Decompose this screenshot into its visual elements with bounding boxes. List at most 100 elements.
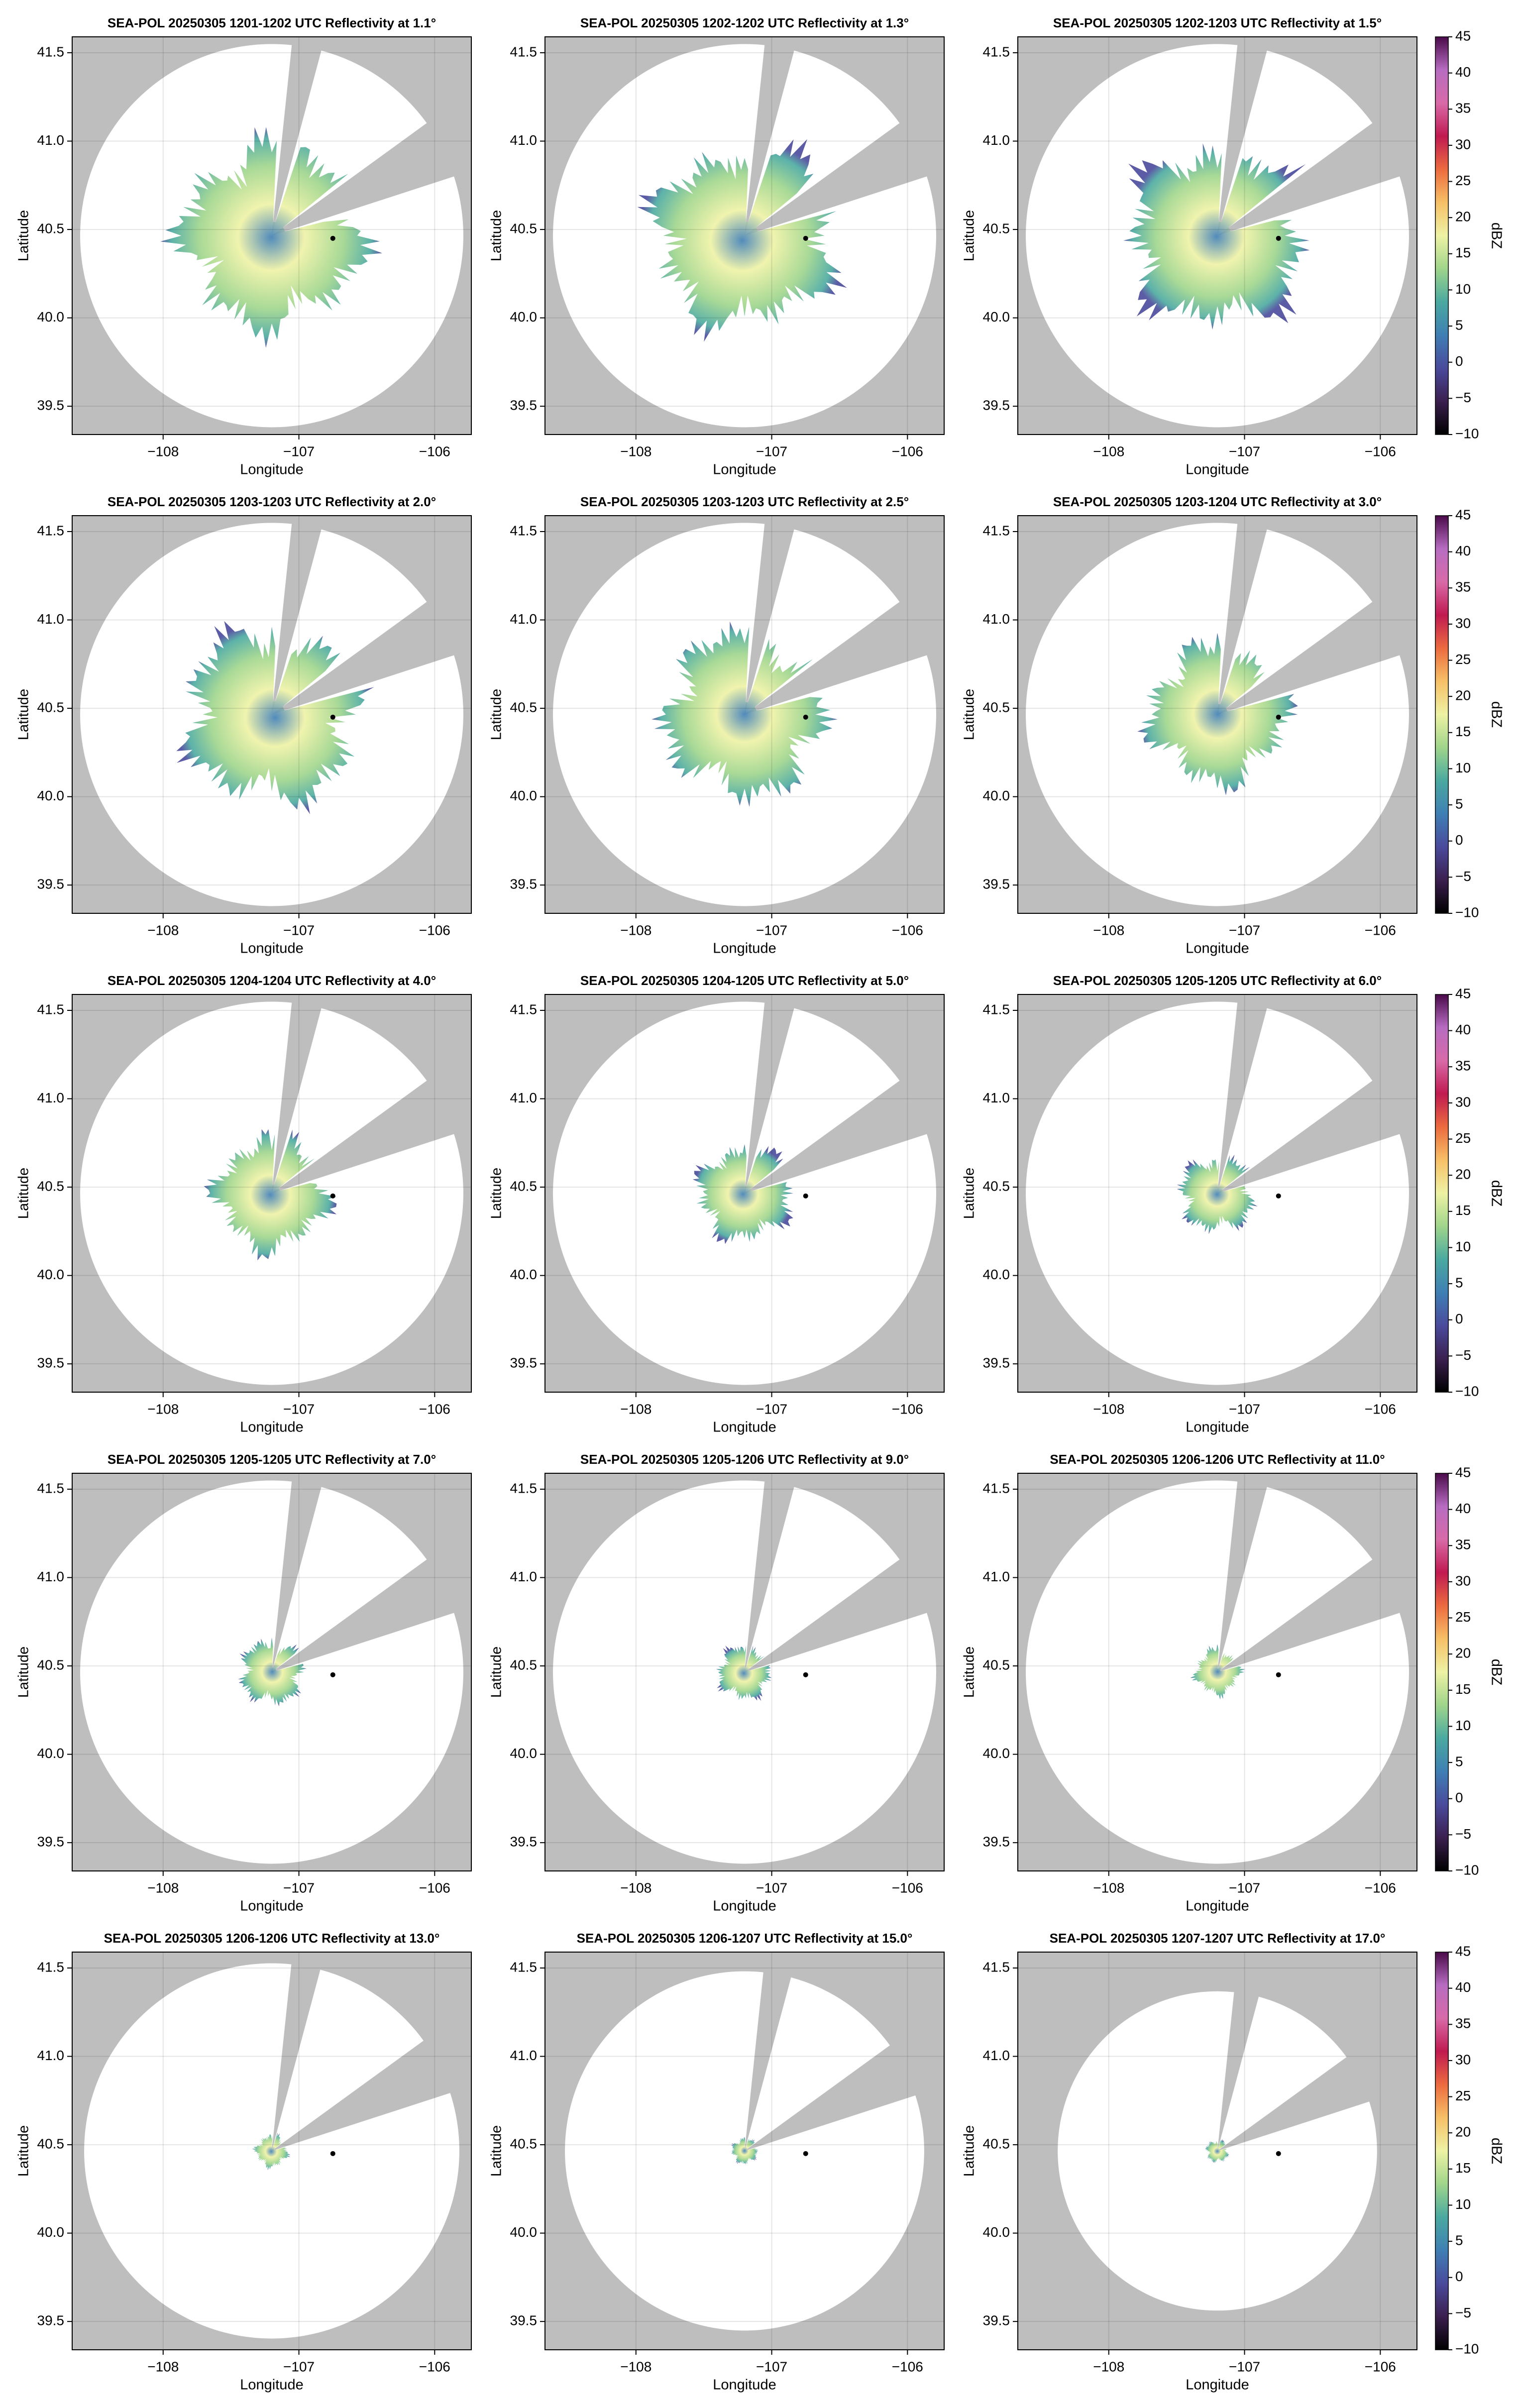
colorbar-tick-label: 30 (1455, 2052, 1471, 2067)
x-axis-label: Longitude (1186, 2377, 1249, 2393)
y-tick-label: 41.5 (510, 1001, 538, 1017)
colorbar-tick-label: 45 (1455, 1464, 1471, 1480)
x-tick-label: −106 (419, 922, 450, 938)
plot-area (72, 994, 471, 1392)
y-tick-label: 39.5 (37, 876, 65, 892)
x-tick-label: −108 (147, 443, 179, 459)
x-tick-label: −108 (620, 2359, 651, 2374)
marker (803, 714, 808, 720)
y-tick-label: 41.0 (37, 1569, 65, 1584)
x-tick-label: −106 (419, 1880, 450, 1895)
x-axis-label: Longitude (713, 1898, 776, 1914)
plot-area (1018, 994, 1417, 1392)
y-axis-label: Latitude (16, 1168, 32, 1219)
axes-frame (72, 1473, 472, 1871)
chart-title: SEA-POL 20250305 1202-1203 UTC Reflectiv… (1053, 15, 1382, 30)
colorbar-tick-label: 45 (1455, 985, 1471, 1001)
y-tick-label: 41.5 (983, 44, 1010, 59)
echo (204, 1129, 337, 1261)
colorbar-label: dBZ (1488, 222, 1504, 249)
y-axis-label: Latitude (962, 210, 977, 261)
chart-title: SEA-POL 20250305 1206-1207 UTC Reflectiv… (577, 1931, 913, 1946)
y-tick-label: 40.5 (510, 1178, 538, 1194)
y-tick-label: 39.5 (510, 398, 538, 413)
y-tick-label: 41.5 (983, 1959, 1010, 1974)
plot-area (72, 1952, 471, 2350)
y-tick-label: 41.5 (510, 44, 538, 59)
echo (651, 621, 838, 807)
marker (1276, 1672, 1281, 1677)
chart-title: SEA-POL 20250305 1202-1202 UTC Reflectiv… (580, 15, 909, 30)
colorbar (1435, 515, 1449, 914)
y-tick-label: 39.5 (983, 398, 1010, 413)
marker (1276, 2151, 1281, 2156)
marker (803, 1193, 808, 1199)
y-tick-label: 39.5 (510, 1355, 538, 1371)
y-tick-label: 40.0 (37, 2224, 65, 2240)
x-tick-label: −107 (756, 1880, 787, 1895)
x-tick-label: −107 (1229, 1880, 1260, 1895)
y-tick-label: 39.5 (983, 1355, 1010, 1371)
y-axis-label: Latitude (16, 2125, 32, 2177)
colorbar (1435, 1473, 1449, 1871)
colorbar-tick-label: 20 (1455, 688, 1471, 703)
panel: −108 −107 −106 39.5 40.0 40.5 41.0 41.5 SEA-POL … (962, 1931, 1505, 2393)
colorbar-tick-label: 45 (1455, 1943, 1471, 1959)
plot-area (545, 516, 944, 913)
y-tick-label: 40.0 (37, 1267, 65, 1282)
chart-title: SEA-POL 20250305 1205-1206 UTC Reflectiv… (580, 1452, 909, 1467)
y-tick-label: 39.5 (37, 1355, 65, 1371)
echo (716, 1645, 772, 1701)
x-axis-label: Longitude (240, 1898, 303, 1914)
x-tick-label: −106 (1365, 922, 1396, 938)
x-tick-label: −108 (620, 922, 651, 938)
x-axis-label: Longitude (240, 1420, 303, 1435)
colorbar-tick-label: 15 (1455, 1203, 1471, 1218)
panel: −108 −107 −106 39.5 40.0 40.5 41.0 41.5 SEA-POL … (489, 494, 945, 957)
y-tick-label: 41.0 (37, 611, 65, 627)
colorbar (1435, 994, 1449, 1393)
colorbar-tick-label: −5 (1455, 390, 1471, 405)
marker (803, 2151, 808, 2156)
plot-area (72, 516, 471, 913)
x-axis-label: Longitude (1186, 462, 1249, 478)
y-tick-label: 40.5 (983, 2136, 1010, 2151)
colorbar-tick-label: 0 (1455, 2269, 1463, 2284)
axes-frame (1017, 994, 1417, 1393)
colorbar-tick-label: 15 (1455, 1681, 1471, 1697)
y-tick-label: 40.0 (510, 2224, 538, 2240)
x-tick-label: −107 (283, 443, 315, 459)
colorbar-tick-label: −10 (1455, 2341, 1479, 2356)
y-tick-label: 40.0 (37, 309, 65, 325)
y-tick-label: 39.5 (510, 2313, 538, 2328)
axes-frame (1017, 36, 1417, 435)
x-tick-label: −108 (620, 443, 651, 459)
colorbar-tick-label: 0 (1455, 832, 1463, 848)
y-tick-label: 41.0 (983, 132, 1010, 148)
colorbar-tick-label: 25 (1455, 173, 1471, 188)
y-tick-label: 40.0 (983, 1267, 1010, 1282)
y-axis-label: Latitude (489, 1646, 505, 1698)
colorbar-tick-label: 10 (1455, 2196, 1471, 2212)
y-tick-label: 40.5 (983, 1178, 1010, 1194)
x-tick-label: −108 (620, 1401, 651, 1417)
y-tick-label: 40.5 (37, 220, 65, 236)
y-tick-label: 39.5 (37, 2313, 65, 2328)
x-tick-label: −106 (892, 2359, 923, 2374)
colorbar-tick-label: 45 (1455, 507, 1471, 522)
plot-area (1018, 1473, 1417, 1871)
marker (330, 1193, 335, 1199)
y-tick-label: 41.5 (983, 523, 1010, 538)
marker (330, 2151, 335, 2156)
x-tick-label: −108 (1093, 1880, 1124, 1895)
y-axis-label: Latitude (16, 210, 32, 261)
colorbar-tick-label: −5 (1455, 1347, 1471, 1363)
colorbar-tick-label: 20 (1455, 1645, 1471, 1661)
y-tick-label: 40.5 (983, 1657, 1010, 1672)
colorbar-tick-label: 40 (1455, 1979, 1471, 1995)
y-tick-label: 40.0 (983, 1746, 1010, 1761)
y-tick-label: 41.5 (510, 1959, 538, 1974)
x-tick-label: −106 (892, 1401, 923, 1417)
colorbar-tick-label: 35 (1455, 579, 1471, 595)
x-tick-label: −106 (1365, 1401, 1396, 1417)
